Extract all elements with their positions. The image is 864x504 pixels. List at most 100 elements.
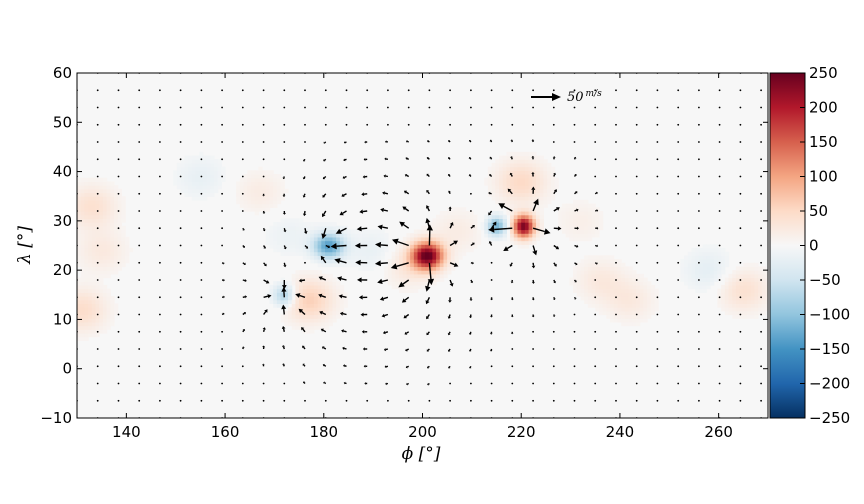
quiver-arrow-shaft [221,262,224,264]
heatmap-cell [99,214,104,219]
heatmap-cell [121,214,126,219]
quiver-arrow [489,174,493,177]
heatmap-cell [110,199,115,205]
heatmap-cell [576,222,582,227]
heatmap-cell [406,247,411,253]
heatmap-cell [328,296,334,301]
heatmap-layer [77,151,768,341]
heatmap-cell [310,225,315,231]
heatmap-cell [321,296,326,301]
heatmap-cell [102,244,108,249]
quiver-arrow [615,348,617,350]
quiver-arrow-dot [159,261,161,264]
quiver-arrow-dot [760,89,762,92]
heatmap-cell [532,188,537,194]
heatmap-cell [461,229,467,234]
quiver-arrow [718,244,721,247]
quiver-arrow-dot [594,89,597,92]
heatmap-cell [758,310,763,316]
quiver-arrow-dot [283,123,286,126]
heatmap-cell [110,196,115,201]
quiver-arrow-head [262,327,266,330]
heatmap-cell [284,281,289,286]
heatmap-cell [598,296,604,301]
heatmap-cell [610,296,615,301]
heatmap-cell [639,292,644,297]
quiver-arrow-dot [615,296,617,299]
heatmap-cell [687,266,693,271]
heatmap-cell [702,244,707,249]
y-axis-label: λ [°] [15,226,35,265]
heatmap-cell [724,292,730,297]
quiver-arrow [179,158,182,161]
heatmap-cell [587,229,593,234]
quiver-arrow [427,262,435,286]
quiver-arrow-dot [490,382,493,385]
heatmap-cell [528,185,533,190]
quiver-arrow-shaft [344,175,347,179]
quiver-arrow-dot [594,330,597,333]
quiver-arrow-dot [677,296,680,299]
heatmap-cell [339,236,345,242]
quiver-arrow [594,209,599,212]
quiver-arrow [677,123,680,126]
heatmap-cell [628,296,633,301]
heatmap-cell [391,270,396,275]
quiver-arrow-head [377,224,383,230]
heatmap-cell [217,177,222,183]
heatmap-cell [99,229,104,234]
heatmap-cell [421,284,426,290]
heatmap-cell [417,240,422,245]
heatmap-cell [469,211,474,216]
quiver-arrow-head [489,139,492,142]
heatmap-cell [354,255,359,260]
heatmap-cell [250,185,256,190]
heatmap-cell [110,218,115,223]
heatmap-cell [761,303,767,308]
heatmap-cell [114,214,119,219]
quiver-arrow-shaft [282,328,285,332]
heatmap-cell [499,177,504,183]
heatmap-cell [447,266,452,271]
heatmap-cell [765,303,768,308]
heatmap-cell [754,281,759,286]
heatmap-cell [88,318,93,323]
heatmap-cell [506,170,511,175]
heatmap-cell [114,310,119,316]
heatmap-cell [325,262,330,268]
heatmap-cell [728,307,733,312]
heatmap-cell [569,222,574,227]
heatmap-cell [610,318,615,323]
heatmap-cell [532,236,537,242]
quiver-arrow [138,348,141,350]
quiver-arrow [366,89,369,92]
heatmap-cell [587,233,593,238]
heatmap-cell [402,247,408,253]
heatmap-cell [510,214,515,219]
quiver-arrow-head [404,331,408,335]
quiver-arrow [138,227,141,230]
heatmap-cell [188,166,193,171]
heatmap-cell [465,244,470,249]
heatmap-cell [417,255,422,260]
heatmap-cell [624,314,630,319]
heatmap-cell [91,203,97,208]
heatmap-cell [306,222,311,227]
quiver-arrow [117,158,120,161]
quiver-arrow [200,296,203,299]
heatmap-cell [573,277,578,282]
quiver-arrow [426,348,430,352]
heatmap-cell [447,247,452,253]
y-tick-label: 60 [53,64,72,82]
heatmap-cell [121,251,126,256]
quiver-arrow-dot [739,330,742,333]
heatmap-cell [88,262,93,268]
heatmap-cell [291,318,296,323]
heatmap-cell [761,310,767,316]
heatmap-cell [276,174,282,179]
heatmap-cell [313,233,319,238]
quiver-arrow [179,382,182,385]
quiver-arrow-dot [159,106,161,109]
heatmap-cell [395,259,400,264]
heatmap-cell [358,251,363,256]
